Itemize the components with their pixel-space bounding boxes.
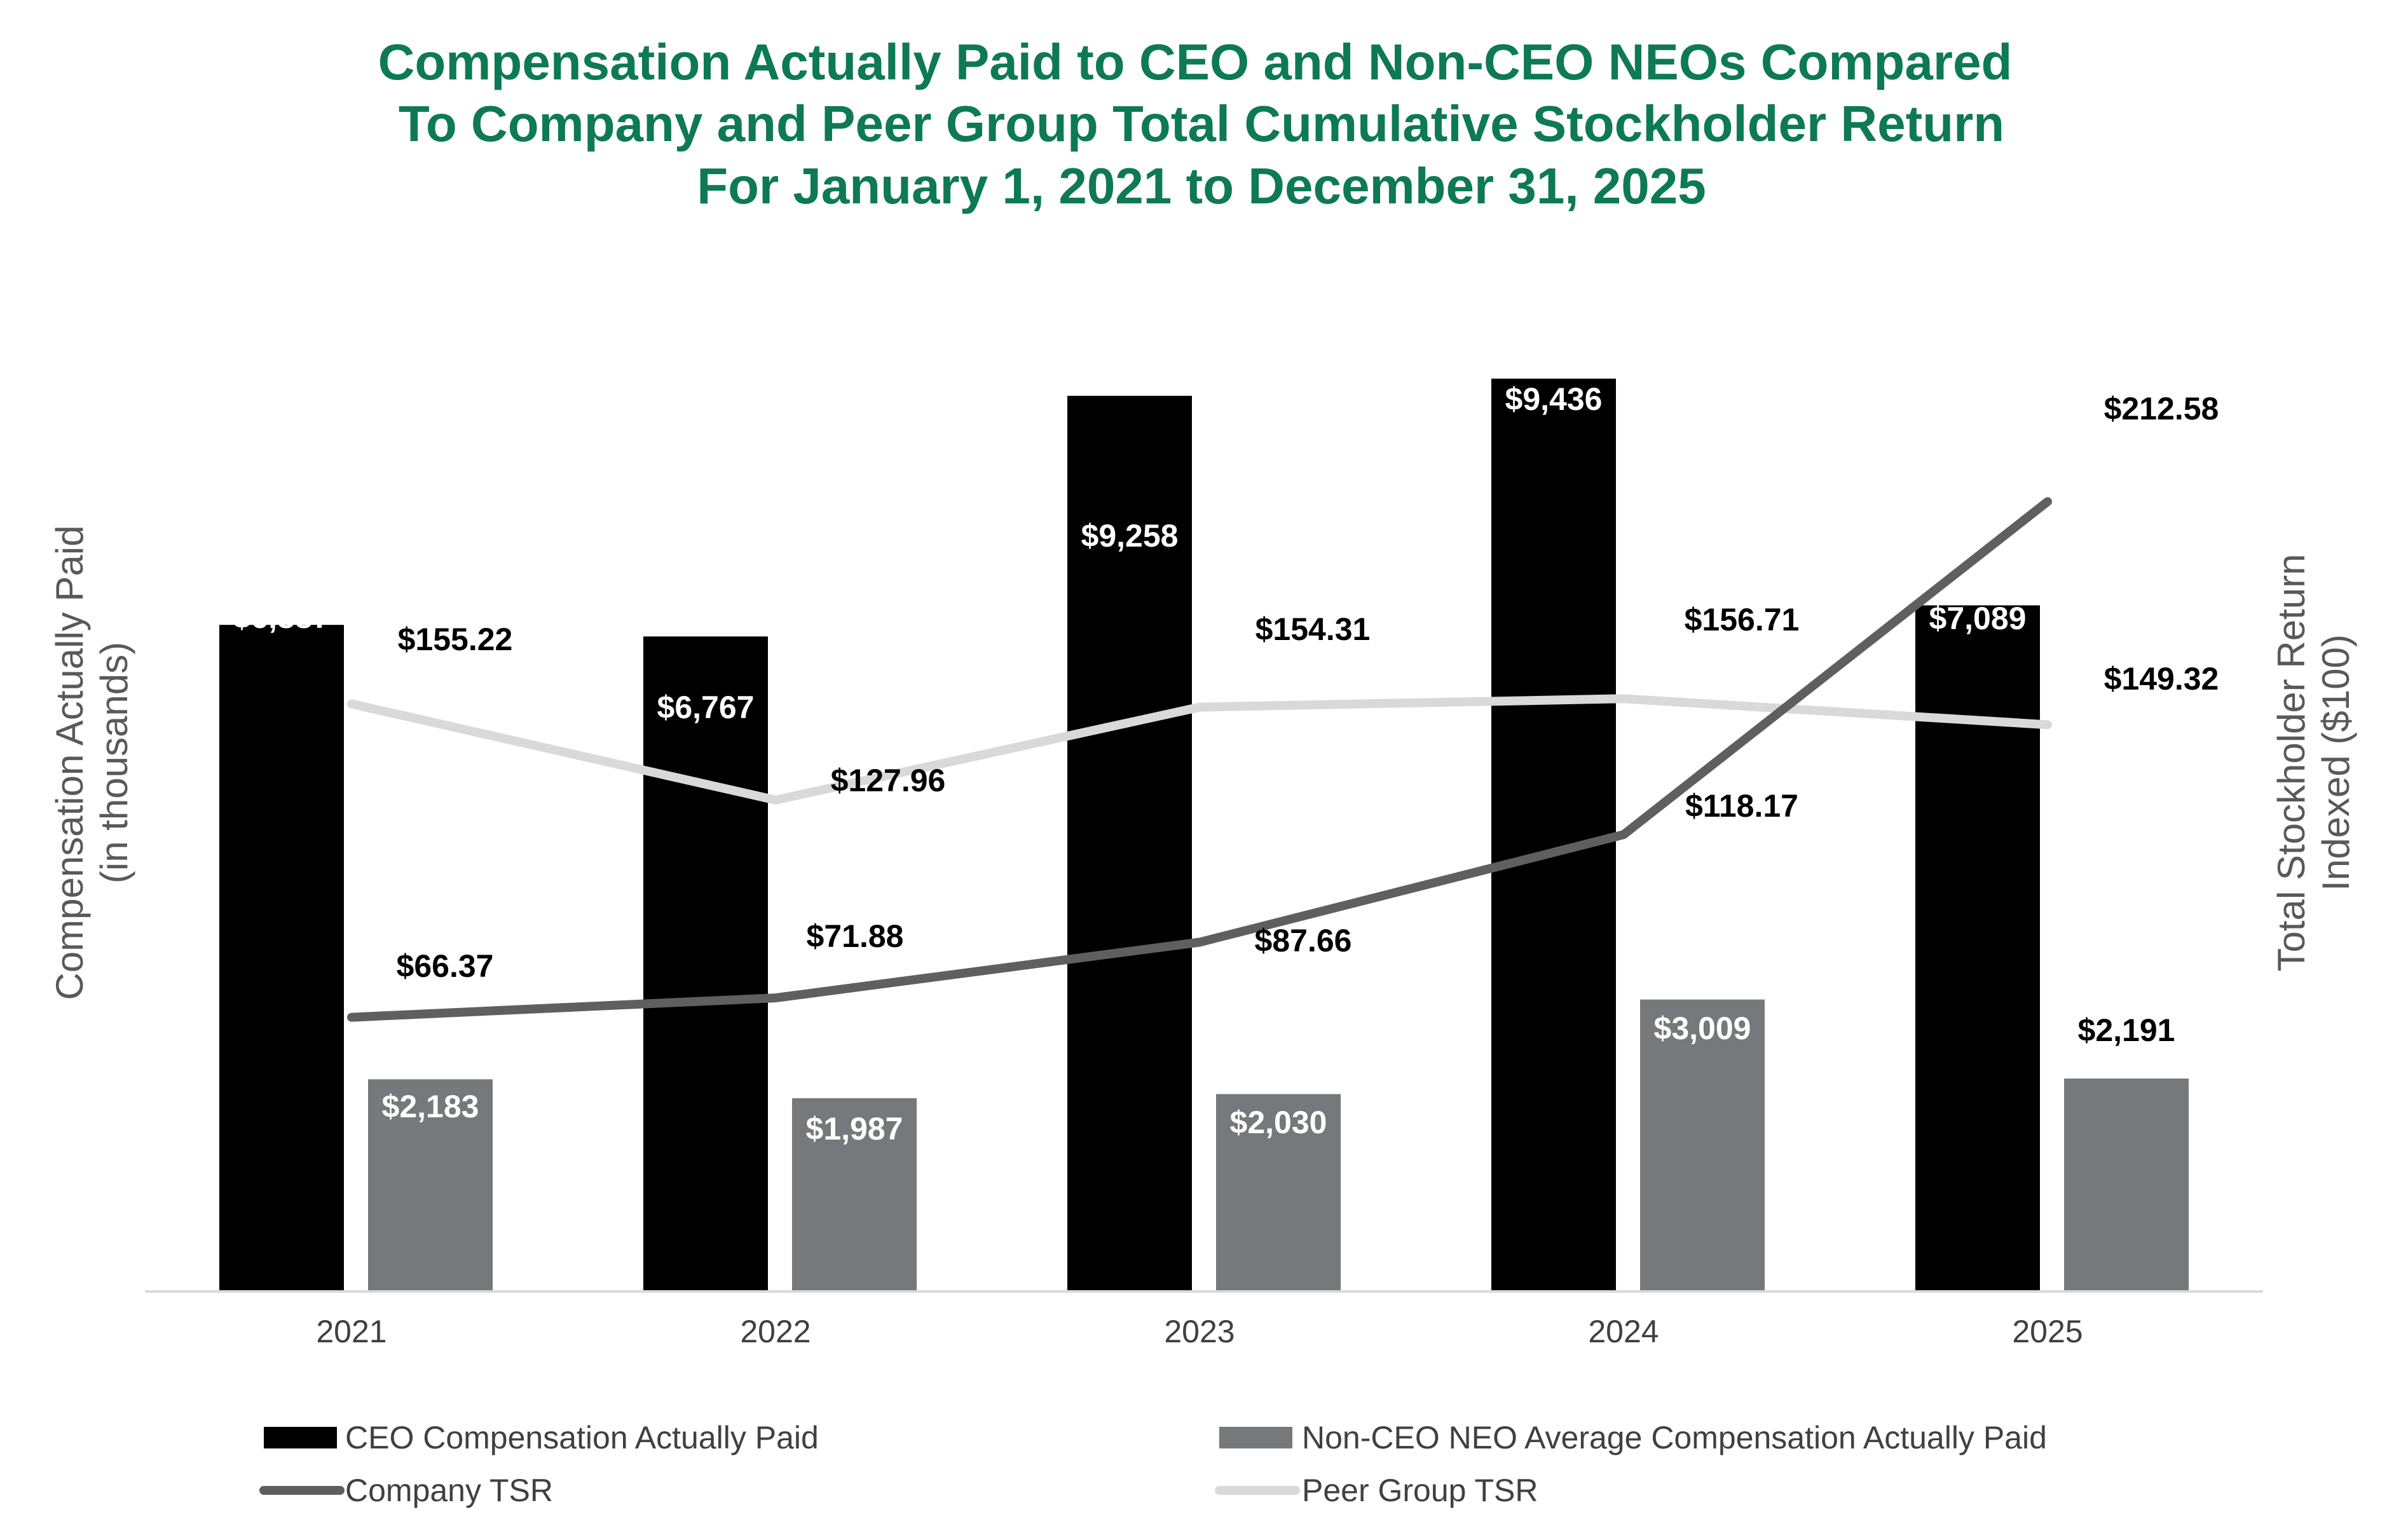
label-company-tsr-2025: $212.58	[2104, 391, 2219, 426]
label-neo-2022: $1,987	[806, 1111, 903, 1147]
x-tick-label: 2022	[740, 1314, 811, 1349]
left-axis-subtitle: (in thousands)	[93, 642, 135, 883]
bar-neo-2023	[1216, 1094, 1341, 1290]
bar-ceo-2022	[643, 636, 768, 1290]
bar-neo-2022	[792, 1098, 917, 1290]
x-tick-label: 2021	[316, 1314, 387, 1349]
line-peer-tsr	[347, 694, 2052, 805]
legend-company-tsr-label: Company TSR	[345, 1473, 553, 1508]
bar-ceo-2024	[1491, 378, 1616, 1290]
legend-neo-swatch	[1219, 1427, 1292, 1448]
label-peer-tsr-2023: $154.31	[1255, 611, 1371, 647]
bar-neo-2024	[1640, 999, 1765, 1290]
label-ceo-2022: $6,767	[657, 690, 755, 725]
legend-neo-label: Non-CEO NEO Average Compensation Actuall…	[1302, 1420, 2047, 1455]
bar-neo-2025	[2064, 1078, 2189, 1290]
bar-neo-2021	[368, 1079, 493, 1290]
x-tick-label: 2025	[2012, 1314, 2083, 1349]
bar-ceo-2025	[1915, 605, 2040, 1291]
legend-peer-tsr-label: Peer Group TSR	[1302, 1473, 1538, 1508]
right-axis-subtitle: Indexed ($100)	[2315, 634, 2357, 891]
label-company-tsr-2021: $66.37	[397, 948, 494, 984]
x-tick-label: 2024	[1588, 1314, 1659, 1349]
label-ceo-2021: $6,887	[233, 599, 331, 635]
label-peer-tsr-2022: $127.96	[831, 763, 946, 798]
label-neo-2021: $2,183	[382, 1089, 479, 1124]
label-peer-tsr-2025: $149.32	[2104, 661, 2219, 697]
label-ceo-2023: $9,258	[1081, 518, 1179, 554]
label-neo-2025: $2,191	[2078, 1012, 2175, 1048]
label-company-tsr-2023: $87.66	[1255, 923, 1352, 958]
chart-title-line: To Company and Peer Group Total Cumulati…	[399, 95, 2004, 152]
legend-ceo-swatch	[264, 1427, 337, 1448]
label-ceo-2025: $7,089	[1929, 601, 2027, 636]
line-company-tsr	[347, 497, 2052, 1022]
label-company-tsr-2022: $71.88	[807, 918, 904, 954]
label-ceo-2024: $9,436	[1505, 381, 1603, 417]
label-peer-tsr-2024: $156.71	[1685, 602, 1800, 637]
label-peer-tsr-2021: $155.22	[398, 622, 513, 657]
legend-ceo-label: CEO Compensation Actually Paid	[345, 1420, 819, 1455]
bar-ceo-2021	[219, 625, 344, 1290]
bar-ceo-2023	[1067, 395, 1192, 1291]
chart-title-line: For January 1, 2021 to December 31, 2025	[697, 158, 1706, 214]
label-company-tsr-2024: $118.17	[1685, 788, 1798, 824]
label-neo-2023: $2,030	[1230, 1105, 1327, 1140]
chart-title-line: Compensation Actually Paid to CEO and No…	[378, 34, 2013, 90]
label-neo-2024: $3,009	[1654, 1011, 1751, 1046]
right-axis-title: Total Stockholder Return	[2270, 554, 2313, 971]
left-axis-title: Compensation Actually Paid	[48, 525, 91, 1000]
x-tick-label: 2023	[1164, 1314, 1235, 1349]
